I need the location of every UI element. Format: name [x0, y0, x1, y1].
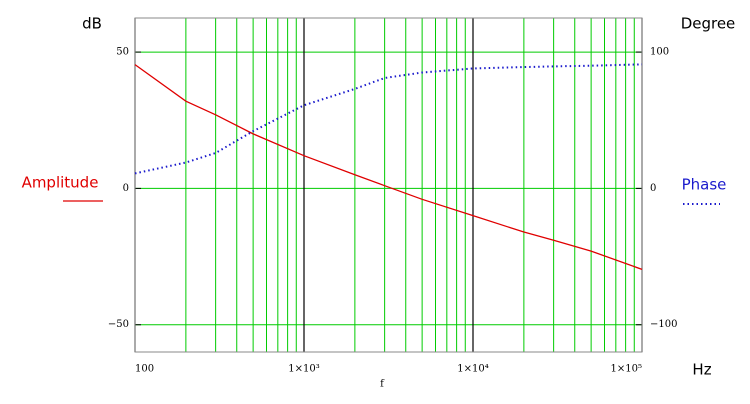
series-line: [134, 64, 643, 270]
y-tick-label: 0: [123, 183, 129, 194]
y-axis-title: dB: [82, 15, 102, 33]
y2-axis-title: Degree: [681, 15, 736, 33]
x-tick-label: 1×10³: [288, 364, 319, 375]
legend-label: Phase: [682, 176, 727, 194]
x-tick-label: 1×10⁴: [457, 364, 488, 375]
series-line: [134, 63, 643, 175]
y2-tick-label: 0: [650, 183, 656, 194]
y-tick-label: 50: [116, 47, 129, 58]
y2-tick-label: −100: [650, 319, 677, 330]
y-tick-label: −50: [108, 319, 129, 330]
x-tick-label: 1×10⁵: [611, 364, 642, 375]
x-axis-title: f: [380, 379, 385, 390]
x-unit: Hz: [692, 361, 711, 379]
y2-tick-label: 100: [650, 47, 669, 58]
plot-frame: [134, 17, 643, 353]
legend-label: Amplitude: [22, 174, 99, 192]
x-tick-label: 100: [135, 364, 154, 375]
